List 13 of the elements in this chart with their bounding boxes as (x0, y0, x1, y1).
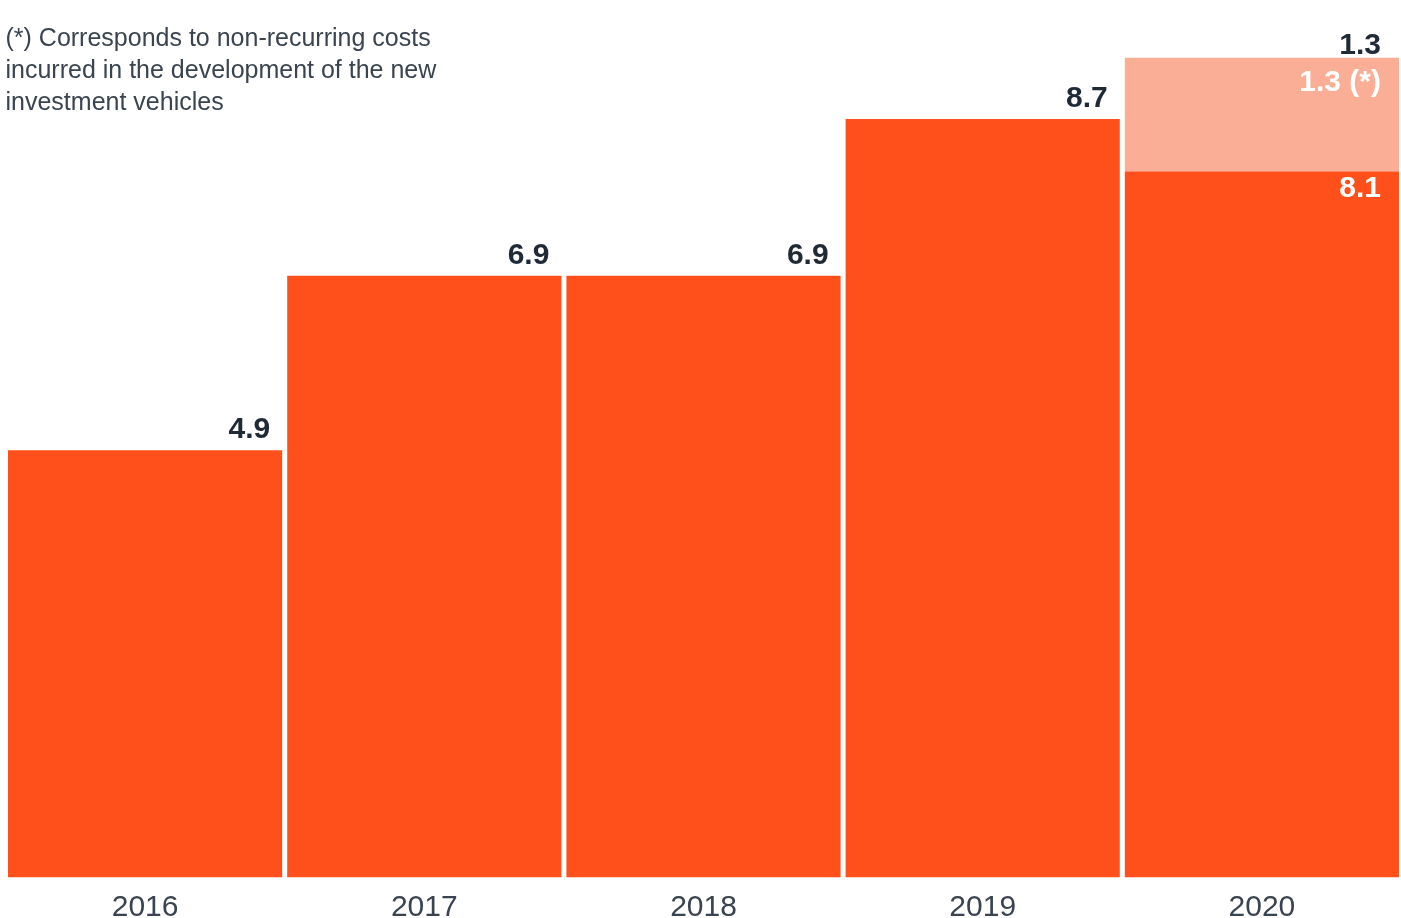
data-label: 6.9 (786, 236, 829, 270)
x-tick-label: 2016 (111, 888, 179, 918)
x-tick-label: 2020 (1228, 888, 1296, 918)
annotation: 1.3 (1339, 26, 1381, 60)
data-label: 6.9 (507, 236, 550, 270)
data-label: 1.3 (*) (1299, 63, 1381, 97)
x-tick-label: 2018 (670, 888, 737, 918)
data-label: 8.7 (1066, 79, 1108, 113)
data-label: 4.9 (228, 411, 271, 445)
x-tick-label: 2019 (949, 888, 1017, 918)
data-label: 8.1 (1339, 170, 1381, 204)
annotation: (*) Corresponds to non-recurring costs incurred in the development of the new investment vehicles (5, 22, 438, 115)
x-tick-label: 2017 (390, 888, 458, 918)
